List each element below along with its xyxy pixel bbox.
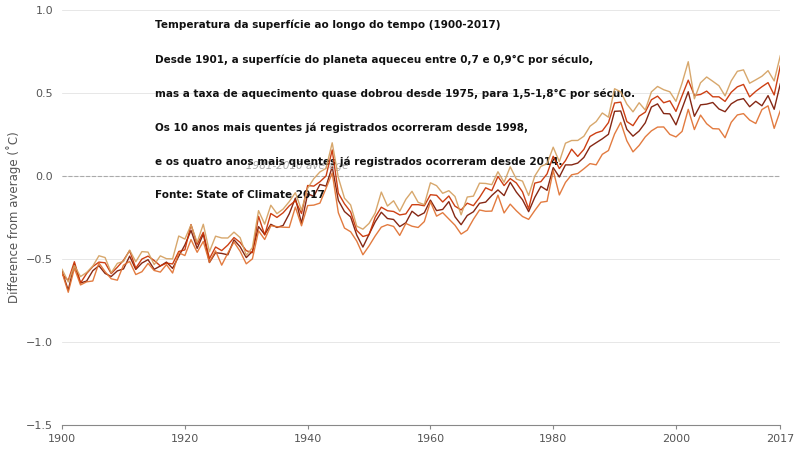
- Text: Fonte: State of Climate 2017: Fonte: State of Climate 2017: [155, 190, 326, 200]
- Text: Os 10 anos mais quentes já registrados ocorreram desde 1998,: Os 10 anos mais quentes já registrados o…: [155, 122, 529, 133]
- Text: e os quatro anos mais quentes já registrados ocorreram desde 2014.: e os quatro anos mais quentes já registr…: [155, 156, 563, 167]
- Text: mas a taxa de aquecimento quase dobrou desde 1975, para 1,5-1,8°C por século.: mas a taxa de aquecimento quase dobrou d…: [155, 88, 636, 99]
- Text: Temperatura da superfície ao longo do tempo (1900-2017): Temperatura da superfície ao longo do te…: [155, 20, 501, 31]
- Y-axis label: Difference from average (˚C): Difference from average (˚C): [6, 131, 21, 303]
- Text: Desde 1901, a superfície do planeta aqueceu entre 0,7 e 0,9°C por século,: Desde 1901, a superfície do planeta aque…: [155, 54, 594, 64]
- Text: 1981-2010 average: 1981-2010 average: [246, 161, 349, 171]
